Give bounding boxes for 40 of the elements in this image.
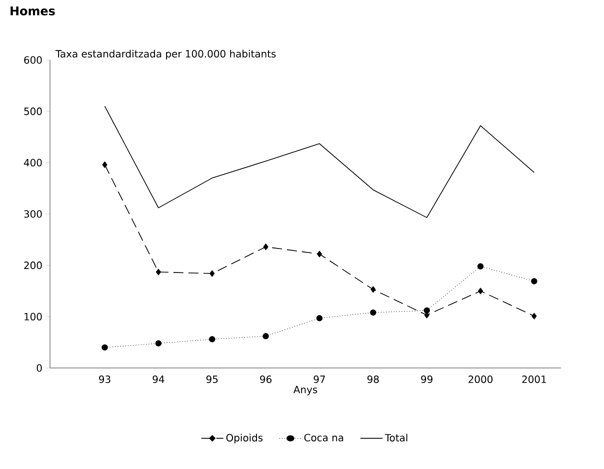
y-axis-title: Taxa estandarditzada per 100.000 habitants <box>55 50 276 60</box>
point <box>531 278 538 284</box>
point <box>155 340 162 346</box>
legend-label: Opioids <box>226 434 263 444</box>
chart-title: Homes <box>10 6 55 16</box>
point <box>263 244 268 250</box>
y-tick-label: 300 <box>24 210 42 218</box>
x-tick-label: 2000 <box>468 375 493 384</box>
x-tick-label: 93 <box>99 375 110 384</box>
x-tick-label: 98 <box>367 375 379 384</box>
point <box>102 344 108 351</box>
line-series <box>104 106 535 218</box>
point <box>370 286 376 293</box>
point <box>209 336 216 342</box>
x-tick-label: 97 <box>314 375 325 384</box>
y-tick-label: 0 <box>36 364 42 372</box>
x-tick-label: 95 <box>206 375 218 384</box>
y-tick-label: 400 <box>24 158 42 166</box>
point <box>424 307 430 314</box>
x-tick-label: 96 <box>260 375 272 384</box>
legend-label: Total <box>384 434 408 442</box>
point <box>210 270 215 277</box>
point <box>102 162 108 168</box>
point <box>316 250 322 258</box>
point <box>477 263 484 270</box>
point <box>478 288 483 294</box>
x-tick-label: 2001 <box>522 375 546 384</box>
y-tick-label: 500 <box>24 108 42 116</box>
point <box>532 312 537 320</box>
point <box>156 268 161 276</box>
point <box>316 315 323 322</box>
y-tick-label: 600 <box>24 56 42 64</box>
y-tick-label: 200 <box>24 262 42 270</box>
x-tick-label: 99 <box>421 375 432 384</box>
point <box>262 333 269 340</box>
x-tick-label: 94 <box>152 375 164 384</box>
legend-label: Coca na <box>304 434 344 442</box>
y-tick-label: 100 <box>24 312 42 320</box>
x-axis-title: Anys <box>293 386 318 396</box>
point <box>370 309 376 316</box>
